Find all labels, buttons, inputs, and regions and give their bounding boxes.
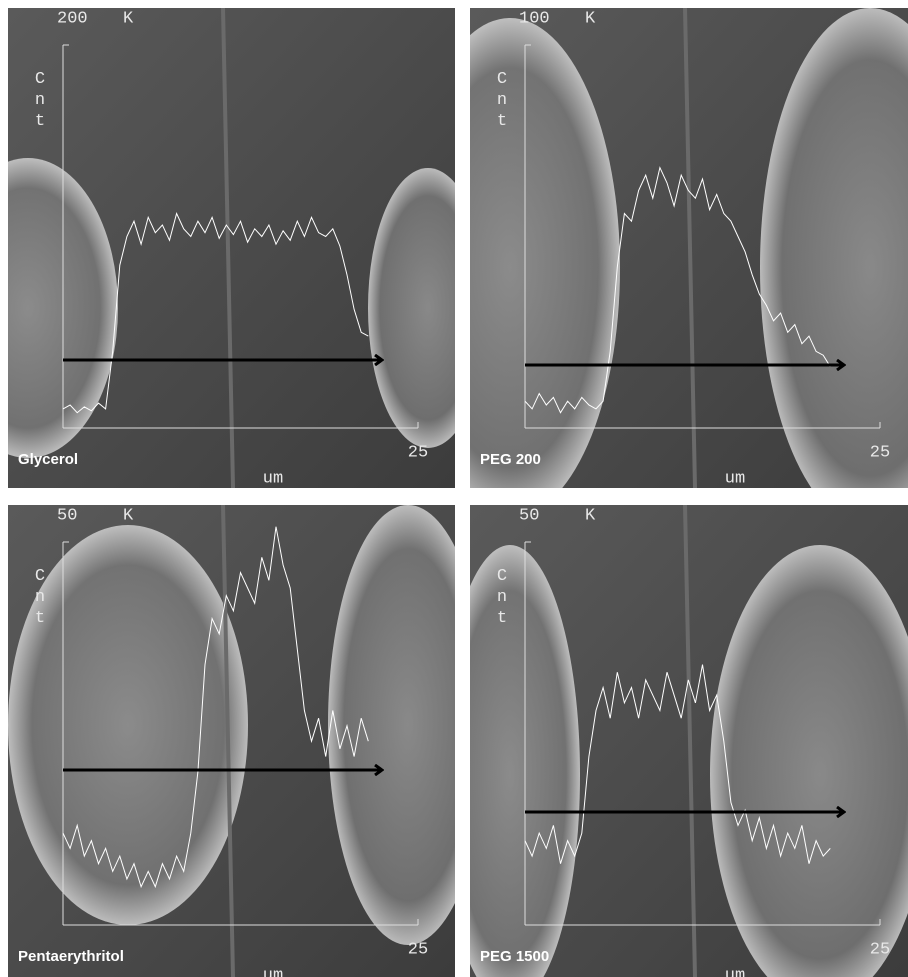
sem-image (470, 8, 908, 488)
x-tick-label: 25 (870, 940, 890, 959)
fiber (221, 8, 235, 488)
y-unit: K (123, 9, 134, 28)
y-tick-label: 100 (519, 9, 550, 28)
cell (368, 168, 455, 448)
panel-label: Glycerol (18, 451, 78, 468)
panel-label: PEG 1500 (480, 948, 549, 965)
panel-label: PEG 200 (480, 451, 541, 468)
y-tick-label: 200 (57, 9, 88, 28)
panel: K Cnt um PEG 1500 25 50 (470, 505, 908, 977)
sem-image (8, 8, 455, 488)
cell (760, 8, 908, 488)
cell (470, 18, 620, 488)
x-axis-label: um (263, 469, 283, 488)
y-tick-label: 50 (57, 506, 77, 525)
line-profile (62, 526, 369, 889)
x-axis-label: um (725, 966, 745, 977)
fiber (683, 505, 697, 977)
cell (710, 545, 908, 977)
x-axis-label: um (263, 966, 283, 977)
panel-label: Pentaerythritol (18, 948, 124, 965)
y-axis-label: Cnt (493, 567, 512, 630)
y-unit: K (585, 506, 596, 525)
x-tick-label: 25 (408, 940, 428, 959)
line-profile (524, 166, 831, 414)
sem-image (470, 505, 908, 977)
cell (8, 525, 248, 925)
x-tick-label: 25 (870, 443, 890, 462)
y-axis-label: Cnt (31, 567, 50, 630)
y-axis-label: Cnt (493, 70, 512, 133)
panel: K Cnt um Pentaerythritol 25 50 (8, 505, 455, 977)
y-unit: K (123, 506, 134, 525)
y-axis-label: Cnt (31, 70, 50, 133)
fiber (221, 505, 235, 977)
sem-image (8, 505, 455, 977)
cell (328, 505, 455, 945)
y-tick-label: 50 (519, 506, 539, 525)
panel: K Cnt um PEG 200 25 100 (470, 8, 908, 488)
panel: K Cnt um Glycerol 25 200 (8, 8, 455, 488)
y-unit: K (585, 9, 596, 28)
x-tick-label: 25 (408, 443, 428, 462)
fiber (683, 8, 697, 488)
x-axis-label: um (725, 469, 745, 488)
line-profile (524, 664, 831, 864)
line-profile (62, 212, 369, 414)
